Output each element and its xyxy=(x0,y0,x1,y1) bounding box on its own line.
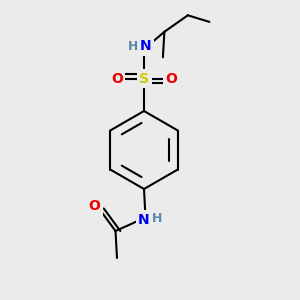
Text: O: O xyxy=(165,72,177,86)
Text: S: S xyxy=(139,72,149,86)
Text: N: N xyxy=(138,213,150,227)
Text: O: O xyxy=(88,199,100,213)
Text: H: H xyxy=(152,212,162,226)
Text: H: H xyxy=(128,40,138,53)
Text: N: N xyxy=(140,39,151,53)
Text: O: O xyxy=(111,72,123,86)
